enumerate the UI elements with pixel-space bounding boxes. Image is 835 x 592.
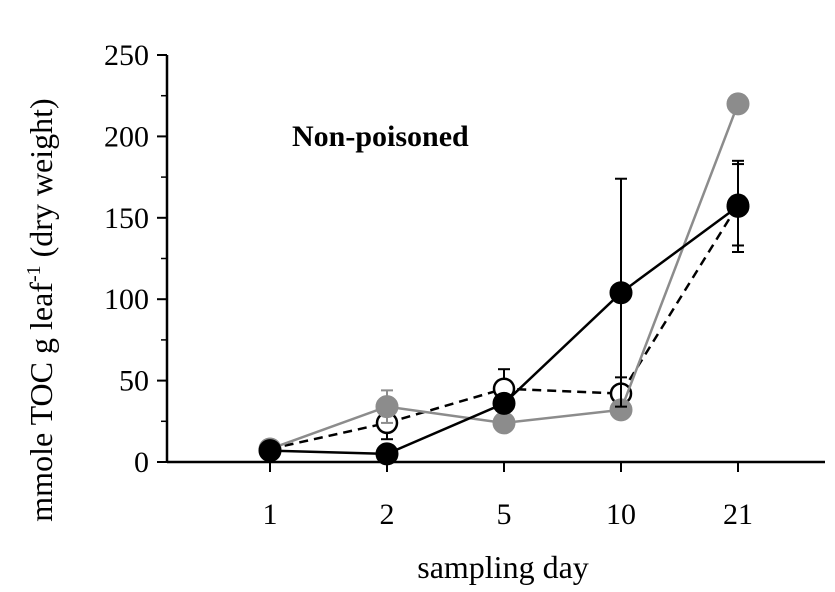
x-axis-title: sampling day [417, 549, 589, 585]
y-tick-label: 0 [134, 446, 149, 479]
y-axis-title: mmole TOC g leaf-1 (dry weight) [23, 98, 59, 521]
y-tick-label: 50 [119, 365, 149, 398]
y-tick-label: 100 [104, 283, 149, 316]
data-point [258, 439, 282, 463]
x-axis-ticks: 1 2 5 10 21 [263, 462, 753, 531]
series-3 [258, 159, 750, 466]
y-tick-label: 200 [104, 120, 149, 153]
chart-annotation: Non-poisoned [292, 120, 469, 153]
y-tick-label: 250 [104, 39, 149, 72]
data-point [375, 442, 399, 466]
x-tick-label: 21 [723, 498, 753, 531]
y-axis-title-main: mmole TOC g leaf [23, 282, 59, 522]
data-point [726, 92, 750, 116]
y-axis-title-suffix: (dry weight) [23, 98, 59, 265]
data-point [375, 395, 399, 419]
y-axis-ticks: 0 50 100 150 200 250 [104, 39, 167, 479]
x-tick-label: 5 [497, 498, 512, 531]
data-point [609, 281, 633, 305]
series-layer [258, 92, 750, 466]
y-axis-title-superscript: -1 [23, 265, 45, 282]
data-point [492, 391, 516, 415]
data-point [492, 411, 516, 435]
x-tick-label: 10 [606, 498, 636, 531]
data-point [726, 194, 750, 218]
x-tick-label: 1 [263, 498, 278, 531]
y-tick-label: 150 [104, 202, 149, 235]
x-tick-label: 2 [380, 498, 395, 531]
